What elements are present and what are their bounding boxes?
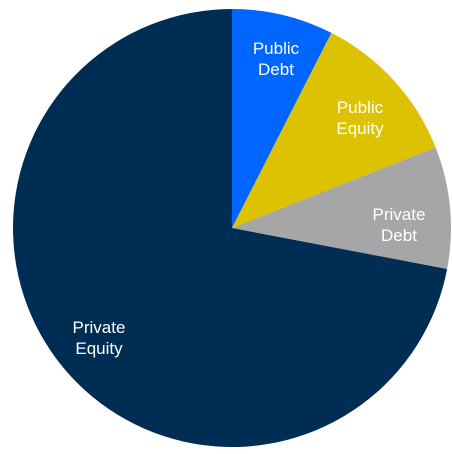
pie-slice-private-debt (232, 147, 451, 270)
slice-label-line: Debt (258, 60, 294, 79)
pie-slices (12, 9, 451, 447)
slice-label-private-equity: Private Equity (73, 318, 126, 358)
slice-label-line: Equity (75, 339, 123, 358)
pie-slice-private-equity (12, 9, 448, 447)
pie-slice-public-debt (232, 9, 332, 228)
slice-label-line: Public (337, 98, 384, 117)
slice-label-line: Equity (336, 119, 384, 138)
slice-label-line: Private (373, 205, 426, 224)
slice-label-line: Debt (381, 226, 417, 245)
pie-slice-public-equity (232, 32, 436, 229)
slice-label-private-debt: Private Debt (373, 205, 426, 245)
slice-label-public-equity: Public Equity (336, 98, 384, 138)
slice-label-line: Public (253, 39, 300, 58)
slice-label-public-debt: Public Debt (253, 39, 300, 79)
slice-label-line: Private (73, 318, 126, 337)
